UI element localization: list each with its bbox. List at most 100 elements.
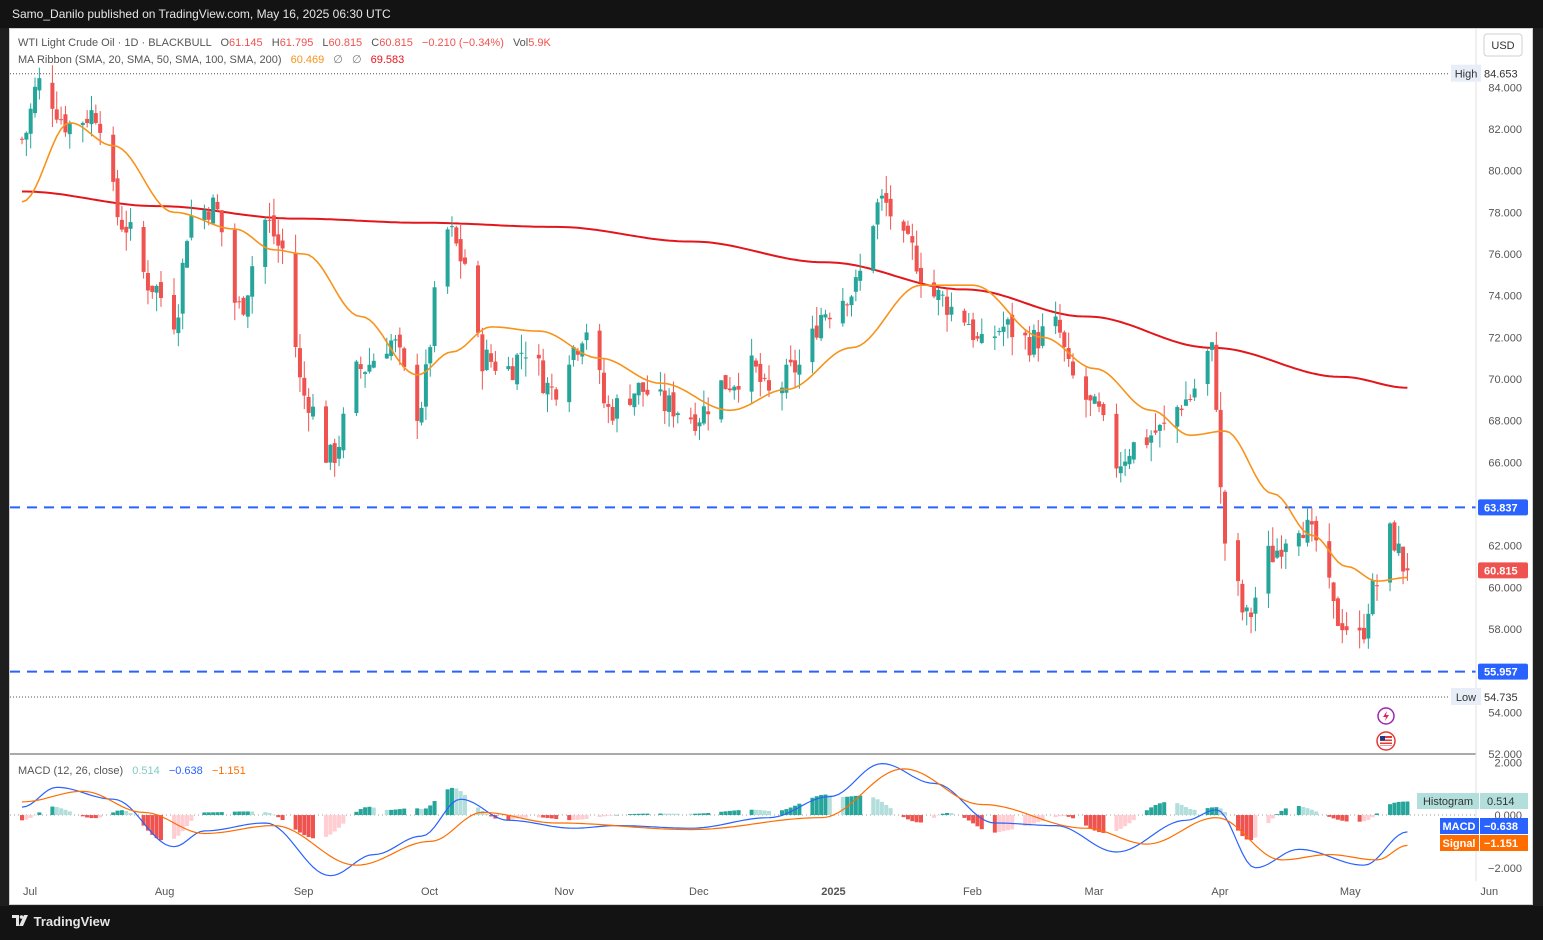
candle-body	[814, 325, 819, 338]
candle-body	[905, 225, 910, 234]
macd-hist-bar	[80, 815, 85, 817]
macd-hist-bar	[115, 810, 120, 816]
candle-body	[1062, 332, 1067, 347]
macd-hist-bar	[1279, 810, 1284, 816]
macd-hist-bar	[1040, 815, 1045, 821]
candle-body	[580, 343, 585, 357]
macd-hist-bar	[215, 812, 220, 816]
macd-hist-bar	[363, 807, 368, 816]
price-axis-tick: 58.000	[1488, 624, 1522, 636]
chart-svg[interactable]: 86.00084.00082.00080.00078.00076.00074.0…	[10, 29, 1532, 904]
ma-ribbon-legend[interactable]: MA Ribbon (SMA, 20, SMA, 50, SMA, 100, S…	[18, 54, 404, 66]
macd-hist-bar	[59, 808, 64, 816]
candle-body	[237, 301, 242, 303]
macd-hist-bar	[1162, 802, 1167, 816]
macd-hist-bar	[601, 815, 606, 817]
macd-axis-tick: 2.000	[1494, 757, 1522, 769]
candle-body	[1401, 546, 1406, 572]
macd-hist-bar	[732, 810, 737, 816]
macd-hist-bar	[736, 810, 741, 816]
tradingview-logo[interactable]: TradingView	[12, 914, 110, 929]
macd-hist-bar	[762, 810, 767, 816]
symbol-legend[interactable]: WTI Light Crude Oil · 1D · BLACKBULL O61…	[18, 37, 552, 49]
macd-hist-bar	[241, 811, 246, 816]
candle-body	[89, 110, 94, 125]
macd-hist-bar	[328, 815, 333, 835]
lightning-event-icon[interactable]	[1377, 707, 1395, 725]
price-axis-tick: 62.000	[1488, 541, 1522, 553]
support-price-tag: 55.957	[1478, 663, 1528, 680]
candle-body	[1266, 545, 1271, 594]
candle-body	[141, 227, 146, 272]
candle-body	[541, 360, 546, 394]
candle-body	[971, 319, 976, 341]
candle-body	[853, 277, 858, 292]
candle-body	[458, 239, 463, 262]
macd-legend[interactable]: MACD (12, 26, close) 0.514 −0.638 −1.151	[18, 765, 246, 777]
macd-hist-bar	[1114, 815, 1119, 831]
candle-body	[1392, 522, 1397, 551]
macd-hist-bar	[1010, 815, 1015, 830]
macd-hist-bar	[367, 806, 372, 816]
candle-body	[849, 296, 854, 306]
macd-hist-bar	[632, 813, 637, 816]
candle-body	[449, 226, 454, 228]
macd-hist-bar	[237, 811, 242, 816]
candle-body	[1053, 316, 1058, 327]
macd-hist-bar	[1175, 803, 1180, 816]
candle-body	[914, 245, 919, 272]
candle-body	[1335, 598, 1340, 626]
histogram-tag-label: Histogram	[1423, 796, 1473, 808]
candle-body	[784, 364, 789, 393]
macd-hist-bar	[1062, 815, 1067, 817]
candle-body	[975, 336, 980, 339]
candle-body	[250, 266, 255, 297]
macd-hist-bar	[797, 803, 802, 816]
macd-hist-bar	[1344, 815, 1349, 822]
macd-hist-bar	[310, 815, 315, 839]
candle-body	[575, 350, 580, 355]
us-flag-event-icon[interactable]	[1376, 731, 1396, 751]
footer-bar: TradingView	[0, 906, 1543, 940]
time-axis-tick: 2025	[821, 886, 845, 898]
candle-body	[1340, 623, 1345, 631]
low-tag-value: 54.735	[1484, 692, 1518, 704]
macd-hist-bar	[810, 797, 815, 816]
macd-hist-bar	[1375, 813, 1380, 816]
macd-hist-bar	[28, 815, 33, 818]
chart-frame[interactable]: 86.00084.00082.00080.00078.00076.00074.0…	[9, 28, 1533, 905]
macd-tag-label: MACD	[1443, 821, 1476, 833]
candle-body	[423, 364, 428, 407]
macd-hist-bar	[1127, 815, 1132, 824]
macd-hist-bar	[1149, 807, 1154, 816]
low-tag: Low 54.735	[1451, 688, 1518, 706]
macd-hist-bar	[641, 813, 646, 816]
macd-hist-bar	[688, 813, 693, 816]
candle-body	[1279, 549, 1284, 557]
macd-hist-bar	[1123, 815, 1128, 827]
macd-hist-bar	[793, 805, 798, 816]
macd-tag-value: −0.638	[1484, 821, 1518, 833]
time-axis-tick: Aug	[155, 886, 175, 898]
macd-hist-bar	[1214, 807, 1219, 816]
low-tag-label: Low	[1456, 692, 1476, 704]
macd-hist-bar	[1301, 806, 1306, 816]
candle-body	[901, 221, 906, 231]
candle-body	[1036, 332, 1041, 349]
ma50-value: ∅	[333, 54, 343, 66]
macd-hist-bar	[628, 814, 633, 816]
macd-hist-bar	[858, 795, 863, 816]
macd-hist-bar	[476, 807, 481, 816]
signal-line	[21, 768, 1408, 866]
candle-body	[232, 229, 237, 303]
macd-hist-bar	[341, 815, 346, 824]
macd-hist-bar	[1370, 815, 1375, 818]
candle-body	[1388, 523, 1393, 583]
volume-value: 5.9K	[528, 37, 551, 49]
macd-hist-bar	[297, 815, 302, 833]
candle-body	[337, 446, 342, 459]
macd-hist-bar	[172, 815, 177, 839]
currency-button[interactable]: USD	[1483, 33, 1523, 57]
price-axis-tick: 52.000	[1488, 749, 1522, 761]
candle-body	[293, 252, 298, 348]
